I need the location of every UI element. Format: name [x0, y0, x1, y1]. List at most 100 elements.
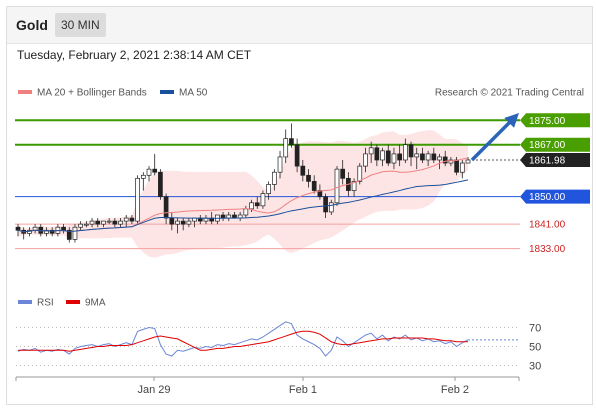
- candle-body: [368, 147, 374, 155]
- candle-body: [84, 223, 89, 226]
- candle-body: [300, 165, 306, 176]
- candle: [118, 218, 123, 228]
- rsi-line: [17, 321, 469, 357]
- rsi-legend-swatch: [18, 300, 32, 304]
- rsi-legend-label: RSI: [37, 298, 54, 309]
- candle-body: [289, 138, 294, 146]
- candle-body: [271, 171, 277, 185]
- candle: [408, 141, 414, 167]
- candle: [277, 150, 283, 179]
- candle: [78, 221, 84, 231]
- candle: [123, 215, 129, 228]
- symbol-title: Gold: [16, 17, 48, 33]
- candle-body: [169, 217, 175, 225]
- level-label: 1850.00: [520, 189, 590, 204]
- candle-body: [140, 174, 146, 179]
- candle: [112, 218, 118, 228]
- rsi-ma-line: [18, 330, 468, 352]
- candle-body: [397, 153, 402, 161]
- candle-body: [266, 184, 271, 194]
- candle-body: [437, 156, 442, 161]
- candle: [89, 218, 95, 228]
- candle: [101, 220, 106, 228]
- candle-body: [260, 193, 266, 207]
- ma20-legend-label: MA 20 + Bollinger Bands: [37, 88, 147, 99]
- candle: [328, 199, 334, 215]
- candle: [414, 147, 420, 170]
- candle-body: [49, 229, 55, 234]
- candle-body: [243, 208, 249, 216]
- candle-body: [363, 153, 368, 167]
- candle: [300, 160, 306, 182]
- bollinger-band: [18, 129, 468, 258]
- candle-body: [351, 181, 357, 191]
- candle: [385, 144, 391, 167]
- candle: [334, 166, 340, 206]
- current-price-bg: [520, 153, 590, 168]
- level-label-text: 1841.00: [529, 220, 566, 231]
- candle-body: [459, 162, 465, 173]
- ma9-legend-swatch: [66, 300, 80, 304]
- candle: [363, 147, 368, 173]
- candle-body: [186, 220, 192, 225]
- timeframe-badge[interactable]: 30 MIN: [55, 13, 106, 37]
- candle-body: [146, 168, 152, 176]
- moving-averages: [17, 157, 469, 233]
- candle: [254, 196, 260, 209]
- candle: [448, 156, 454, 167]
- candle-body: [465, 159, 471, 164]
- candle-body: [402, 144, 408, 161]
- bollinger-area: [18, 129, 468, 258]
- candle-body: [123, 217, 129, 222]
- candle: [95, 218, 101, 228]
- level-label: 1867.00: [520, 137, 590, 152]
- candle-body: [158, 171, 163, 198]
- candle-body: [431, 153, 437, 161]
- candle: [146, 166, 152, 182]
- current-price-label: 1861.98: [520, 153, 590, 168]
- level-labels: 1875.00 1867.00 1850.00 1841.00 1833.00 1861.…: [520, 113, 590, 255]
- level-label-text: 1833.00: [529, 244, 566, 255]
- candle: [283, 129, 289, 164]
- candle: [465, 156, 471, 164]
- ma50-legend-swatch: [160, 90, 174, 94]
- candle-body: [374, 147, 380, 161]
- candle-body: [334, 168, 340, 204]
- candle-body: [277, 156, 283, 173]
- x-tick-label: Jan 29: [137, 384, 170, 396]
- candle-body: [340, 168, 346, 179]
- candle-body: [78, 223, 84, 228]
- candle: [294, 138, 300, 173]
- x-tick-label: Feb 2: [441, 384, 469, 396]
- candle-body: [249, 202, 254, 210]
- candle-body: [61, 226, 66, 231]
- candle-body: [152, 168, 158, 173]
- candle: [289, 123, 294, 148]
- candle: [180, 218, 186, 231]
- forecast-arrow: [470, 113, 519, 162]
- candle: [402, 138, 408, 164]
- candle-body: [89, 220, 95, 225]
- candle: [72, 224, 78, 243]
- candle: [106, 218, 112, 225]
- current-price-text: 1861.98: [529, 156, 566, 167]
- candle: [340, 160, 346, 185]
- chart-widget: Gold 30 MIN Tuesday, February 2, 2021 2:…: [6, 6, 593, 405]
- ma50-line: [17, 179, 469, 233]
- candle: [186, 218, 192, 228]
- candle-body: [129, 217, 135, 222]
- candle-body: [66, 229, 72, 240]
- candle: [152, 153, 158, 176]
- credit-text: Research © 2021 Trading Central: [435, 88, 584, 99]
- candle-body: [232, 214, 237, 219]
- candle-body: [380, 150, 385, 161]
- candles: [15, 123, 471, 243]
- candle: [397, 144, 402, 167]
- level-label-bg: [520, 189, 590, 204]
- ma9-legend-label: 9MA: [85, 298, 106, 309]
- candle-body: [15, 226, 21, 231]
- candle-body: [163, 196, 169, 219]
- candle-body: [101, 220, 106, 225]
- candle-body: [112, 220, 118, 225]
